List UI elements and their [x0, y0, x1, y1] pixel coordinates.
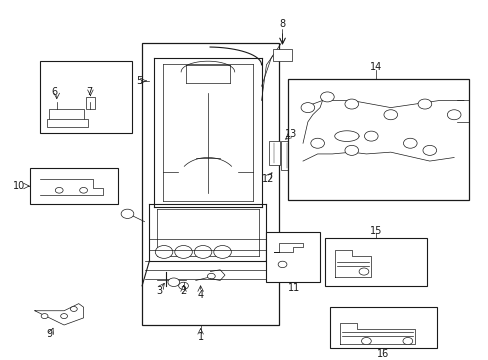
Text: 14: 14 — [369, 62, 382, 72]
Text: 5: 5 — [136, 76, 142, 86]
Circle shape — [41, 314, 48, 319]
Circle shape — [174, 246, 192, 258]
Text: 13: 13 — [284, 129, 296, 139]
Circle shape — [402, 337, 412, 345]
Circle shape — [213, 246, 231, 258]
Bar — [86, 97, 95, 109]
Circle shape — [178, 282, 188, 289]
Text: 3: 3 — [156, 286, 162, 296]
Text: 15: 15 — [369, 226, 382, 235]
Bar — [281, 141, 293, 170]
Bar — [272, 49, 292, 61]
Text: 12: 12 — [261, 174, 274, 184]
Bar — [142, 44, 278, 325]
Circle shape — [358, 268, 368, 275]
Circle shape — [361, 337, 370, 345]
Circle shape — [278, 261, 286, 267]
Text: 10: 10 — [13, 181, 25, 191]
Circle shape — [167, 278, 179, 287]
Text: 9: 9 — [46, 329, 52, 339]
Bar — [266, 232, 320, 282]
Circle shape — [61, 314, 67, 319]
Circle shape — [422, 145, 436, 156]
Bar — [329, 307, 436, 348]
Bar — [49, 109, 83, 122]
Circle shape — [383, 110, 397, 120]
Circle shape — [417, 99, 431, 109]
Circle shape — [155, 246, 172, 258]
Text: 4: 4 — [197, 290, 203, 300]
Circle shape — [344, 145, 358, 156]
Text: 16: 16 — [377, 348, 389, 359]
Bar — [47, 120, 88, 127]
Text: 7: 7 — [86, 86, 92, 96]
Text: 1: 1 — [197, 333, 203, 342]
Circle shape — [194, 246, 211, 258]
Text: 6: 6 — [51, 86, 57, 96]
Bar — [40, 61, 132, 132]
Bar — [325, 238, 427, 286]
Circle shape — [55, 188, 63, 193]
Circle shape — [447, 110, 460, 120]
Circle shape — [207, 273, 215, 279]
Circle shape — [364, 131, 377, 141]
Circle shape — [344, 99, 358, 109]
Text: 11: 11 — [287, 283, 299, 293]
Circle shape — [80, 188, 87, 193]
Circle shape — [70, 306, 77, 311]
Text: 8: 8 — [279, 19, 285, 29]
Circle shape — [121, 209, 134, 219]
Circle shape — [301, 103, 314, 113]
Text: 2: 2 — [180, 286, 186, 296]
Circle shape — [403, 138, 416, 148]
Circle shape — [310, 138, 324, 148]
Bar — [30, 168, 118, 204]
Bar — [288, 79, 468, 200]
Bar — [268, 141, 279, 165]
Circle shape — [320, 92, 333, 102]
